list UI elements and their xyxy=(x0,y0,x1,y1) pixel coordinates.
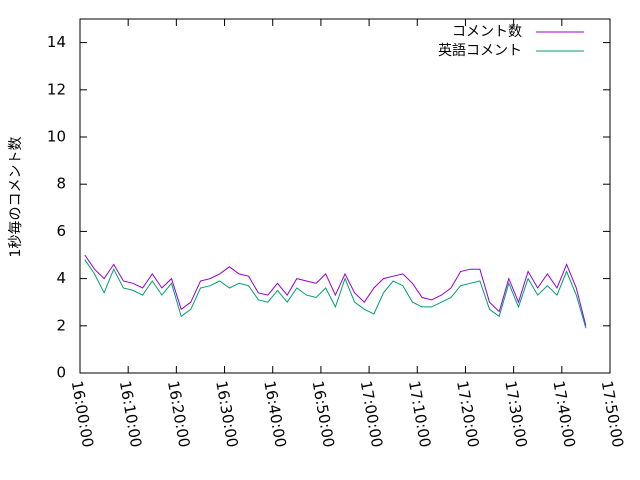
y-tick-label: 10 xyxy=(47,128,66,146)
y-tick-label: 4 xyxy=(56,269,66,287)
plot-frame xyxy=(79,18,611,374)
legend-label: 英語コメント xyxy=(438,42,522,59)
legend-label: コメント数 xyxy=(452,24,522,40)
y-tick-label: 0 xyxy=(56,364,66,382)
series-line xyxy=(84,254,587,326)
series-line xyxy=(84,259,587,329)
y-tick-label: 14 xyxy=(47,33,66,51)
y-tick-label: 2 xyxy=(56,316,66,334)
y-axis-label: 1秒毎のコメント数 xyxy=(8,137,24,258)
y-tick-label: 8 xyxy=(56,175,66,193)
y-tick-label: 12 xyxy=(47,80,66,98)
y-tick-label: 6 xyxy=(56,222,66,240)
